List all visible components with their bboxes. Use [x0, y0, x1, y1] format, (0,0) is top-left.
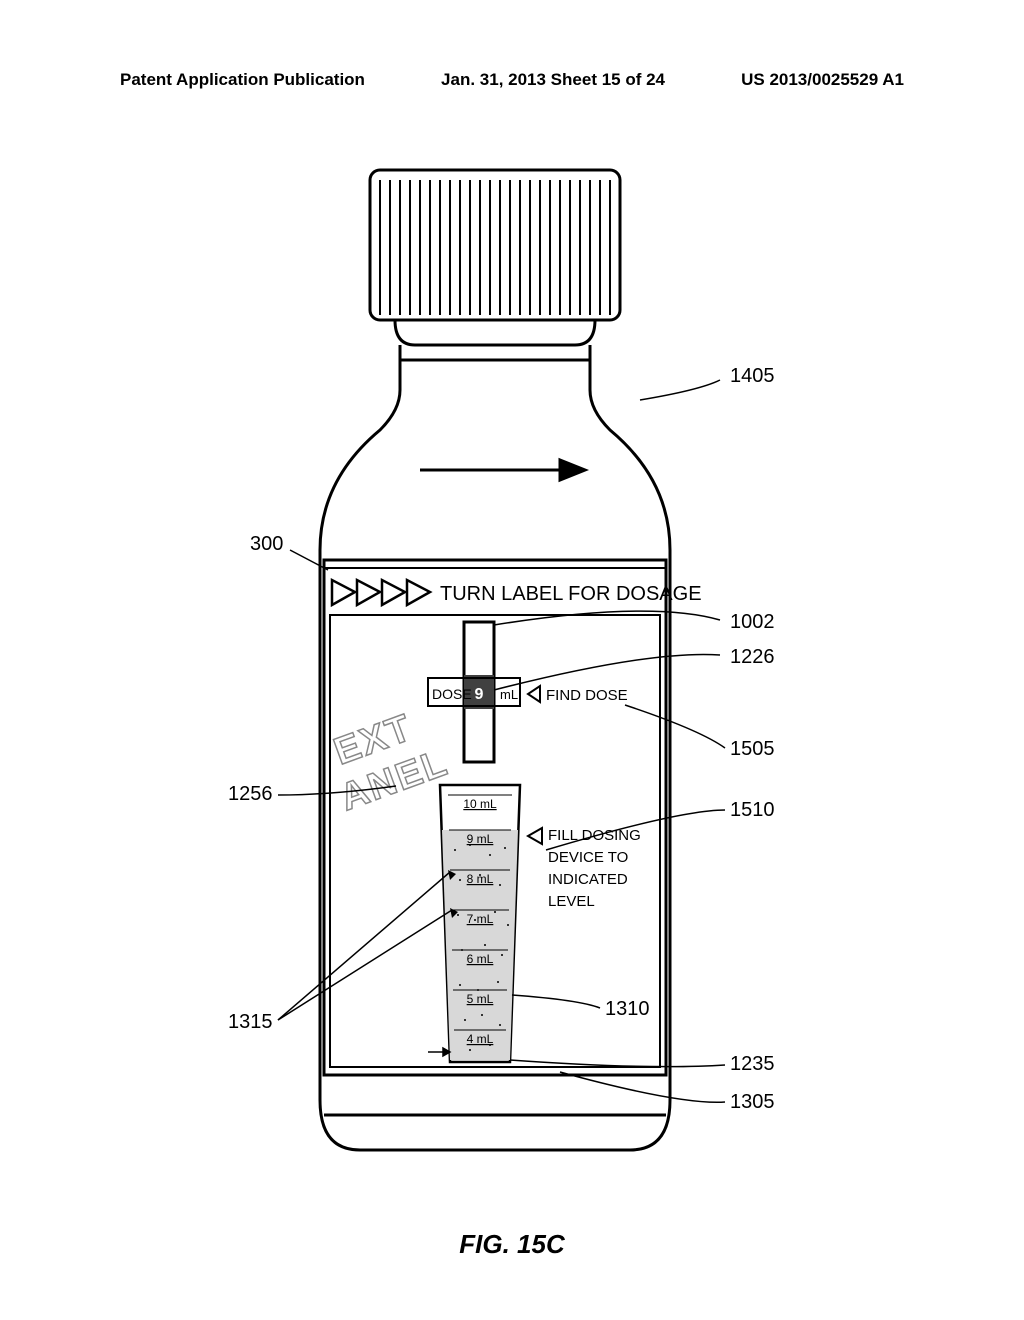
svg-text:5 mL: 5 mL [467, 992, 494, 1006]
dosing-cup: 10 mL 9 mL 8 mL 7 mL 6 mL 5 mL 4 mL [440, 785, 520, 1062]
svg-text:10 mL: 10 mL [463, 797, 497, 811]
svg-text:300: 300 [250, 533, 283, 555]
svg-text:7 mL: 7 mL [467, 912, 494, 926]
svg-text:1510: 1510 [730, 799, 775, 821]
svg-text:DEVICE TO: DEVICE TO [548, 849, 628, 866]
svg-text:1405: 1405 [730, 365, 775, 387]
svg-text:1310: 1310 [605, 998, 650, 1020]
svg-text:1235: 1235 [730, 1053, 775, 1075]
svg-text:4 mL: 4 mL [467, 1032, 494, 1046]
figure-area: TURN LABEL FOR DOSAGE 9 DOSE mL FIND DOS… [0, 150, 1024, 1230]
turn-triangles-icon [332, 580, 430, 605]
dose-label-text: DOSE [432, 686, 472, 702]
svg-text:1002: 1002 [730, 611, 775, 633]
find-dose-text: FIND DOSE [546, 687, 628, 704]
patent-header: Patent Application Publication Jan. 31, … [120, 70, 904, 90]
header-right: US 2013/0025529 A1 [741, 70, 904, 90]
svg-text:1505: 1505 [730, 738, 775, 760]
find-dose-pointer-icon: FIND DOSE [528, 686, 628, 704]
svg-text:LEVEL: LEVEL [548, 893, 595, 910]
svg-text:6 mL: 6 mL [467, 952, 494, 966]
svg-text:1226: 1226 [730, 646, 775, 668]
watermark-text: EXT ANEL [319, 699, 453, 819]
svg-text:1315: 1315 [228, 1011, 273, 1033]
header-left: Patent Application Publication [120, 70, 365, 90]
bottom-small-arrow-icon [428, 1048, 450, 1056]
svg-text:1256: 1256 [228, 783, 273, 805]
header-center: Jan. 31, 2013 Sheet 15 of 24 [441, 70, 665, 90]
figure-caption: FIG. 15C [0, 1229, 1024, 1260]
svg-text:8 mL: 8 mL [467, 872, 494, 886]
svg-text:INDICATED: INDICATED [548, 871, 628, 888]
turn-label-text: TURN LABEL FOR DOSAGE [440, 583, 702, 605]
dose-unit-text: mL [500, 687, 518, 702]
svg-text:9 mL: 9 mL [467, 832, 494, 846]
dose-window: 9 DOSE mL [428, 622, 520, 762]
svg-text:1305: 1305 [730, 1091, 775, 1113]
dose-value-text: 9 [475, 686, 484, 703]
direction-arrow-icon [420, 460, 585, 480]
